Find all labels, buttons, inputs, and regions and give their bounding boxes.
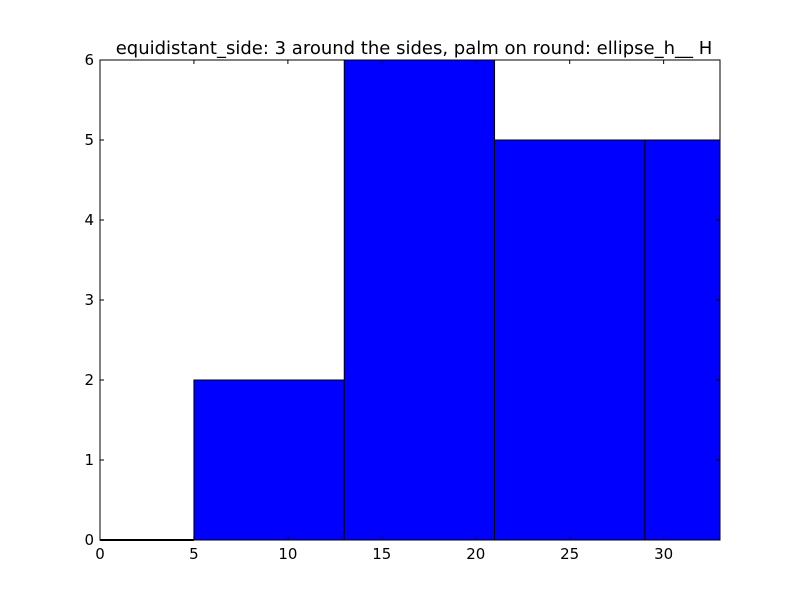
x-tick-label-15: 15	[372, 545, 391, 563]
histogram-bar-1	[193, 379, 345, 541]
y-tick-label-2: 2	[84, 371, 94, 389]
y-tick-label-6: 6	[84, 51, 94, 69]
x-tick-label-5: 5	[189, 545, 199, 563]
histogram-bar-4	[644, 139, 721, 541]
x-tick-label-25: 25	[560, 545, 579, 563]
histogram-bar-3	[494, 139, 646, 541]
x-tick-label-20: 20	[466, 545, 485, 563]
y-tick-label-0: 0	[84, 531, 94, 549]
chart-title: equidistant_side: 3 around the sides, pa…	[116, 38, 713, 59]
y-tick-label-5: 5	[84, 131, 94, 149]
x-tick-label-10: 10	[278, 545, 297, 563]
y-tick-label-3: 3	[84, 291, 94, 309]
x-tick-label-30: 30	[654, 545, 673, 563]
x-tick-label-0: 0	[95, 545, 105, 563]
histogram-bar-2	[343, 59, 496, 541]
y-tick-label-4: 4	[84, 211, 94, 229]
bars-layer	[100, 59, 721, 541]
ticks-layer: 0 5 10 15 20 25 30 0 1 2 3 4 5 6	[84, 51, 720, 563]
y-tick-label-1: 1	[84, 451, 94, 469]
